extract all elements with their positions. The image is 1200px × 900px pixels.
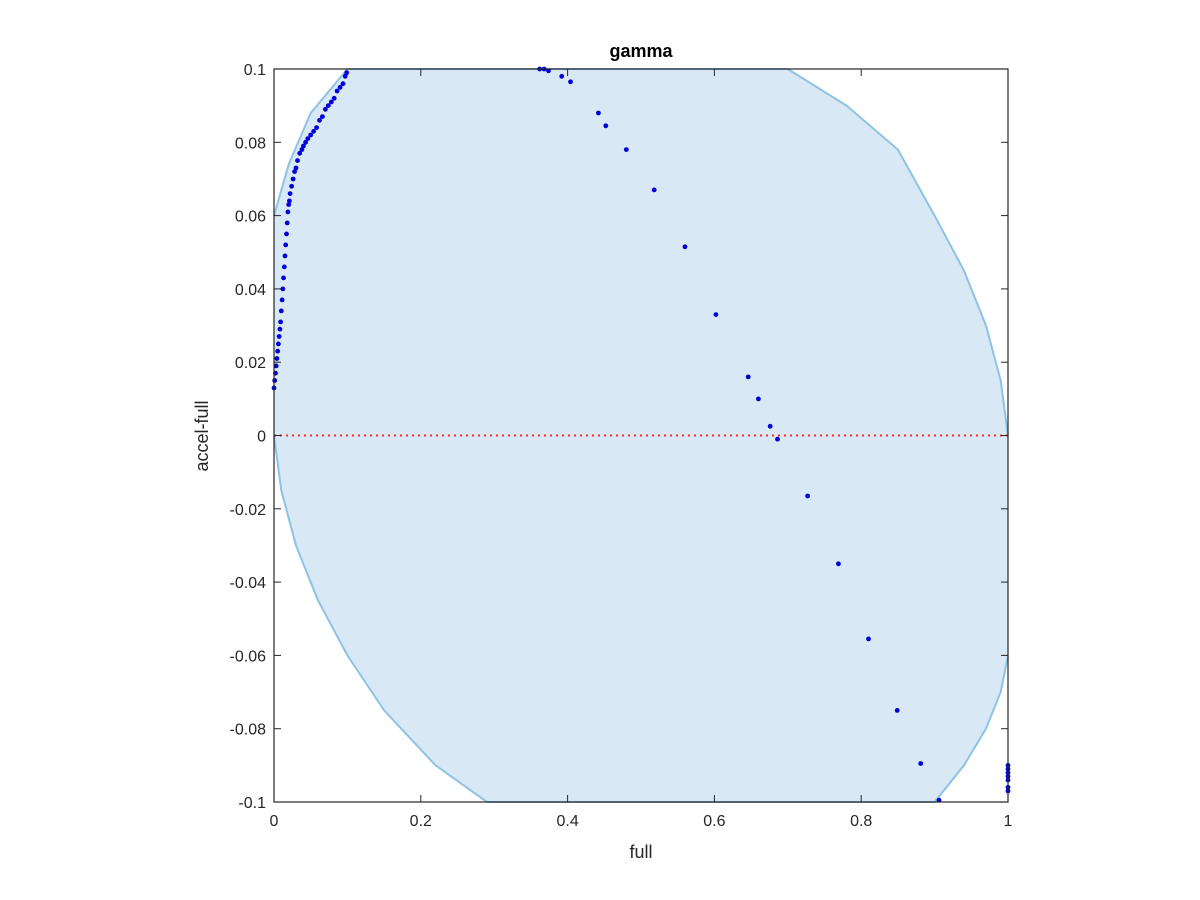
data-point: [283, 242, 289, 248]
data-point: [328, 99, 334, 105]
data-point: [281, 264, 287, 270]
data-point: [331, 95, 337, 101]
data-point: [305, 136, 311, 142]
data-point: [836, 561, 841, 567]
data-point: [289, 183, 294, 189]
data-point: [805, 493, 810, 499]
data-point: [596, 110, 601, 116]
y-tick-label: 0.02: [235, 355, 266, 372]
data-point: [936, 797, 942, 803]
data-point: [314, 125, 319, 130]
data-point: [311, 128, 316, 134]
x-tick-label: 0.8: [850, 813, 872, 830]
y-tick-label: 0.04: [235, 282, 266, 299]
data-point: [713, 312, 719, 317]
data-point: [284, 220, 290, 226]
region-lower-edge: [273, 435, 1009, 803]
data-point: [286, 202, 292, 208]
y-tick-label: -0.06: [230, 648, 267, 665]
data-point: [303, 139, 308, 145]
data-point: [301, 143, 306, 149]
data-point: [317, 117, 322, 123]
data-point: [559, 73, 565, 79]
data-point: [293, 165, 299, 171]
data-point: [866, 636, 871, 642]
x-axis-label: full: [629, 842, 652, 862]
data-point: [308, 132, 314, 138]
data-point: [273, 363, 279, 369]
data-point: [337, 84, 343, 90]
x-tick-label: 0.6: [703, 813, 725, 830]
data-point: [277, 326, 283, 332]
data-point: [274, 356, 280, 361]
data-point: [275, 348, 281, 354]
data-point: [284, 231, 289, 237]
data-point: [682, 244, 688, 250]
data-point: [320, 114, 325, 119]
y-tick-label: 0.1: [244, 62, 266, 79]
x-tick-label: 0.4: [556, 813, 578, 830]
data-point: [278, 319, 283, 325]
data-point: [281, 275, 286, 281]
y-tick-label: -0.04: [230, 575, 267, 592]
x-tick-label: 1: [1004, 813, 1013, 830]
data-point: [745, 374, 751, 380]
data-point: [276, 341, 281, 347]
data-point: [272, 378, 278, 383]
data-point: [299, 147, 305, 153]
data-point: [623, 147, 629, 153]
data-point: [276, 334, 282, 339]
data-point: [295, 158, 300, 164]
chart-title: gamma: [609, 41, 673, 61]
data-point: [297, 150, 303, 156]
data-point: [568, 79, 573, 85]
data-point: [651, 187, 657, 193]
y-tick-label: 0.06: [235, 209, 266, 226]
data-point: [287, 191, 293, 197]
data-point: [279, 297, 285, 303]
x-tick-label: 0: [270, 813, 279, 830]
y-tick-label: -0.1: [238, 795, 266, 812]
data-point: [287, 198, 292, 204]
data-point: [546, 68, 551, 74]
y-tick-label: 0: [257, 429, 266, 446]
data-point: [292, 169, 297, 175]
x-tick-label: 0.2: [410, 813, 432, 830]
y-axis-ticks: -0.1 -0.08 -0.06 -0.04 -0.02 0 0.02 0.04 0.06 0.0…: [230, 62, 1008, 812]
y-tick-label: 0.08: [235, 135, 266, 152]
data-point: [282, 253, 288, 259]
data-point: [325, 103, 331, 108]
data-point: [278, 308, 284, 314]
y-tick-label: -0.02: [230, 502, 267, 519]
data-point: [894, 708, 900, 713]
data-point: [285, 209, 291, 215]
data-point: [756, 396, 761, 402]
data-point: [334, 88, 340, 94]
data-point: [290, 176, 296, 182]
x-axis-ticks: 0 0.2 0.4 0.6 0.8 1: [270, 69, 1013, 830]
data-point: [767, 423, 773, 429]
data-point: [342, 73, 348, 79]
data-point: [603, 123, 609, 129]
data-point: [323, 106, 328, 112]
data-point: [340, 81, 346, 87]
y-tick-label: -0.08: [230, 722, 267, 739]
data-point: [280, 286, 286, 292]
data-point: [775, 436, 780, 442]
y-axis-label: accel-full: [192, 400, 212, 471]
region-upper-edge: [273, 68, 1009, 436]
data-point: [918, 761, 924, 766]
data-point: [344, 70, 350, 76]
